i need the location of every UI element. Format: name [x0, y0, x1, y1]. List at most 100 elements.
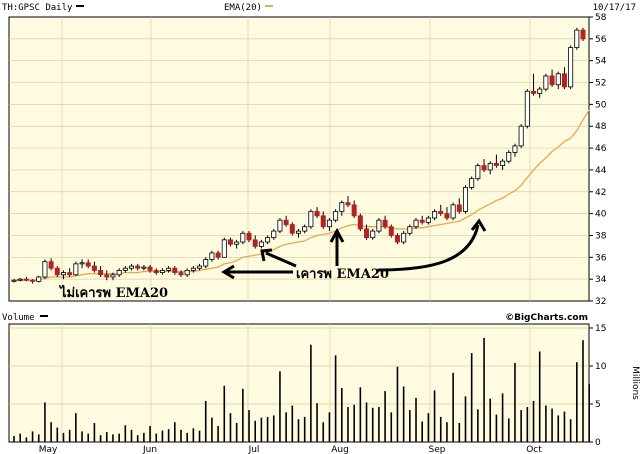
ema20-line: [14, 109, 590, 281]
ema-label: EMA(20): [224, 3, 262, 13]
month-label: Jul: [248, 445, 260, 454]
candle-body-down: [283, 219, 289, 225]
candle: [221, 237, 227, 258]
price-tick-label: 42: [595, 188, 606, 198]
candle-body-up: [221, 239, 227, 258]
candle: [104, 270, 110, 281]
candle: [413, 217, 419, 229]
candle-body-down: [345, 202, 351, 206]
candle: [48, 258, 54, 271]
candle-body-up: [326, 219, 332, 228]
candle: [555, 71, 561, 90]
candle-body-up: [190, 267, 196, 271]
candle-body-up: [333, 211, 339, 221]
candle-body-down: [153, 270, 159, 273]
ticker-label: TH:GPSC Daily: [2, 3, 73, 13]
brand-label: ©BigCharts.com: [505, 313, 588, 323]
arrow-up-head: [329, 227, 345, 243]
candle-body-down: [289, 224, 295, 234]
candle: [481, 159, 487, 173]
candle-body-up: [308, 211, 314, 228]
candle: [23, 276, 29, 282]
candle-body-down: [561, 73, 567, 88]
candle-body-up: [462, 186, 468, 212]
candle-body-down: [178, 272, 184, 276]
candle: [141, 264, 147, 271]
price-tick-label: 36: [595, 253, 607, 263]
candle-body-up: [197, 265, 203, 269]
candle: [184, 268, 190, 277]
candle: [326, 217, 332, 232]
candle: [506, 150, 512, 164]
candle: [252, 235, 258, 249]
price-tick-label: 46: [595, 144, 607, 154]
candle-body-up: [166, 267, 172, 271]
candle: [277, 217, 283, 234]
candle: [531, 73, 537, 96]
candle-body-down: [314, 211, 320, 217]
candle-body-up: [537, 88, 543, 94]
candle: [376, 217, 382, 234]
candle-body-down: [85, 262, 91, 267]
volume-tick-label: 10: [595, 362, 607, 372]
arrow-left-head: [221, 264, 235, 280]
candle-body-down: [438, 211, 444, 215]
candle-body-up: [512, 145, 518, 153]
month-label: Aug: [331, 445, 349, 454]
candle: [166, 266, 172, 273]
candle-body-down: [227, 239, 233, 245]
candle: [60, 270, 66, 280]
candle: [17, 278, 23, 282]
candle-body-up: [370, 230, 376, 239]
candle-body-up: [401, 232, 407, 243]
candle: [258, 239, 264, 249]
candle-body-up: [240, 232, 246, 243]
candle: [357, 213, 363, 232]
candle-body-up: [110, 274, 116, 278]
candle: [98, 266, 104, 277]
candle: [85, 259, 91, 269]
candle: [42, 259, 48, 280]
candle-body-up: [271, 230, 277, 239]
volume-tick-label: 0: [595, 438, 601, 448]
volume-tick-label: 15: [595, 324, 606, 334]
candle-body-down: [48, 261, 54, 269]
candle: [302, 224, 308, 234]
price-tick-label: 44: [595, 166, 607, 176]
candle: [159, 268, 165, 275]
candle: [370, 228, 376, 240]
arrow-curve-shaft: [377, 224, 480, 272]
month-labels: May Jun Jul Aug Sep Oct: [39, 445, 543, 454]
candle-body-up: [116, 270, 122, 276]
candle: [172, 266, 178, 275]
candle-body-up: [555, 73, 561, 86]
candle-body-down: [351, 204, 357, 217]
candle-body-down: [135, 265, 141, 269]
month-label: Sep: [429, 445, 446, 454]
candle-body-up: [277, 219, 283, 232]
candle-body-up: [129, 265, 135, 269]
candle: [450, 202, 456, 221]
candle: [543, 73, 549, 92]
candle: [234, 239, 240, 249]
candle: [227, 237, 233, 247]
candlesticks: [11, 27, 586, 284]
candle-body-up: [17, 278, 23, 281]
candle: [549, 69, 555, 87]
candle: [190, 266, 196, 273]
volume-label: Volume: [2, 313, 35, 323]
month-label: Jun: [142, 445, 157, 454]
candle: [209, 250, 215, 262]
candle: [30, 279, 36, 284]
candle: [246, 231, 252, 243]
candle: [537, 86, 543, 98]
candle: [425, 215, 431, 225]
candle: [407, 224, 413, 236]
candle: [524, 89, 530, 129]
candle-body-up: [36, 276, 42, 282]
candle-body-up: [60, 272, 66, 276]
candle-body-down: [388, 226, 394, 236]
ema-legend-swatch: [265, 5, 273, 7]
candle-body-down: [481, 165, 487, 171]
